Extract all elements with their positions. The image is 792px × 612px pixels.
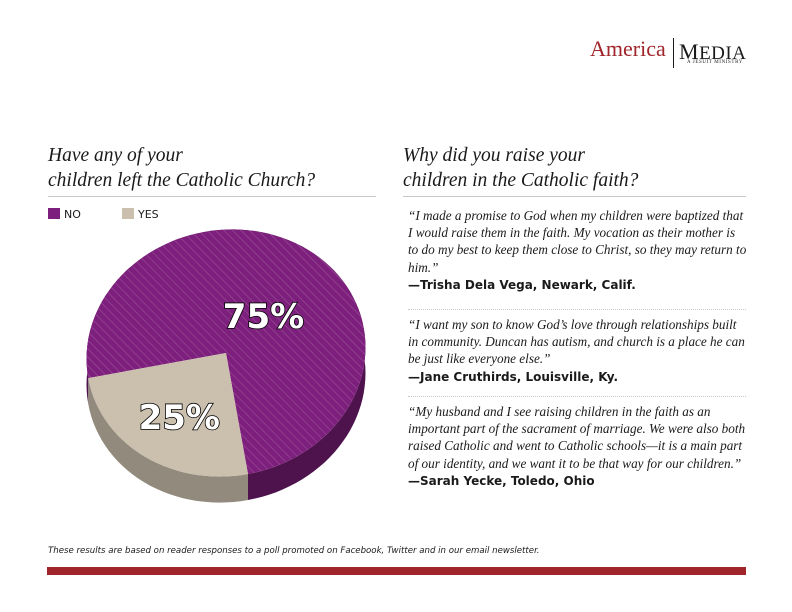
pie-slice-texture: [86, 229, 366, 474]
logo-media-rest: EDIA: [699, 43, 747, 64]
quote-block: “My husband and I see raising children i…: [408, 403, 748, 488]
bottom-bar: [47, 567, 746, 575]
quote-divider: [408, 396, 746, 397]
logo-tagline: A JESUIT MINISTRY: [687, 60, 743, 65]
quote-attribution: —Sarah Yecke, Toledo, Ohio: [408, 473, 595, 488]
logo-america-text: America: [590, 36, 666, 61]
chart-question-line1: Have any of your: [48, 145, 183, 166]
logo-media-text: MEDIA: [679, 39, 746, 65]
quote-block: “I made a promise to God when my childre…: [408, 207, 748, 292]
pie-label-no: 75%: [223, 297, 304, 337]
quote-attribution: —Jane Cruthirds, Louisville, Ky.: [408, 369, 619, 384]
quote-block: “I want my son to know God’s love throug…: [408, 316, 748, 384]
quotes-question-line2: children in the Catholic faith?: [403, 170, 639, 191]
quotes-question-line1: Why did you raise your: [403, 145, 585, 166]
right-heading-rule: [403, 196, 746, 197]
legend-label-no: NO: [64, 208, 81, 221]
quotes-question-heading: Why did you raise your children in the C…: [403, 143, 638, 193]
pie-labels: 75% 25%: [138, 296, 305, 439]
pie-side-yes: [88, 378, 248, 503]
pie-sides: [86, 229, 366, 503]
legend-swatch-no: [48, 208, 60, 219]
quote-text: “My husband and I see raising children i…: [408, 404, 746, 471]
chart-question-line2: children left the Catholic Church?: [48, 170, 316, 191]
quote-text: “I made a promise to God when my childre…: [408, 208, 747, 275]
logo-divider: [673, 38, 674, 68]
legend-swatch-yes: [122, 208, 134, 219]
quote-text: “I want my son to know God’s love throug…: [408, 317, 745, 367]
quote-attribution: —Trisha Dela Vega, Newark, Calif.: [408, 277, 636, 292]
pie-label-yes: 25%: [139, 398, 220, 438]
chart-question-heading: Have any of your children left the Catho…: [48, 143, 315, 193]
footnote: These results are based on reader respon…: [48, 546, 540, 556]
legend-label-yes: YES: [138, 208, 159, 221]
pie-slice-yes: [88, 353, 248, 477]
pie-chart: 75% 25%: [86, 229, 366, 503]
left-heading-rule: [48, 196, 376, 197]
pie-tops: [86, 229, 366, 477]
quote-divider: [408, 309, 746, 310]
logo-media-initial: M: [679, 39, 700, 64]
legend-item-no: NO: [48, 208, 81, 221]
legend-item-yes: YES: [122, 208, 159, 221]
